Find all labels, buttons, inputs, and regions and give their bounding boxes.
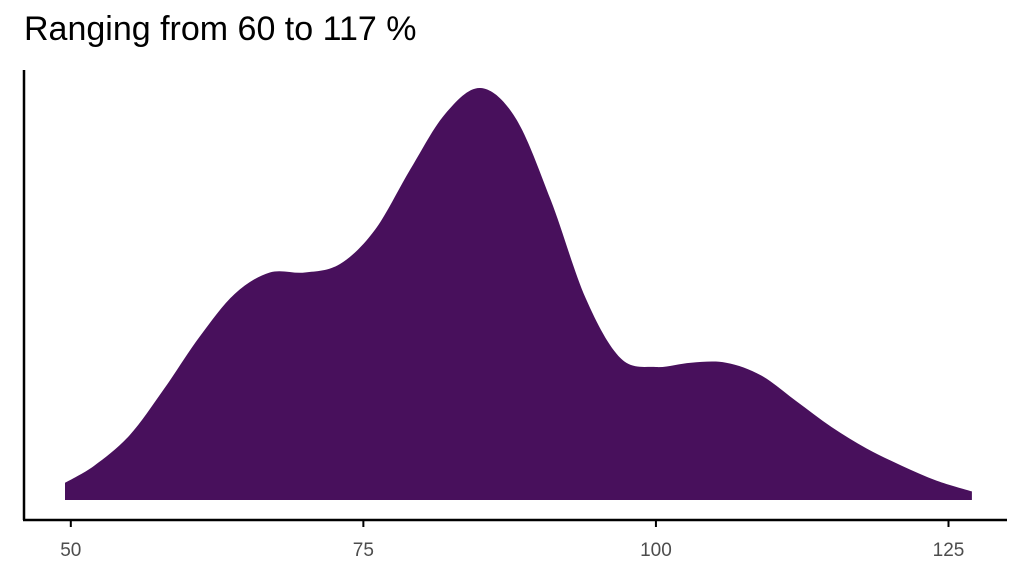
- x-tick-label: 75: [353, 540, 374, 561]
- plot-area: [65, 87, 972, 501]
- x-tick-label: 125: [933, 540, 965, 561]
- density-area: [65, 87, 972, 501]
- x-tick-label: 100: [640, 540, 672, 561]
- chart-title: Ranging from 60 to 117 %: [24, 10, 417, 48]
- x-axis-ticks: 50 75 100 125: [60, 520, 964, 561]
- x-tick-label: 50: [60, 540, 81, 561]
